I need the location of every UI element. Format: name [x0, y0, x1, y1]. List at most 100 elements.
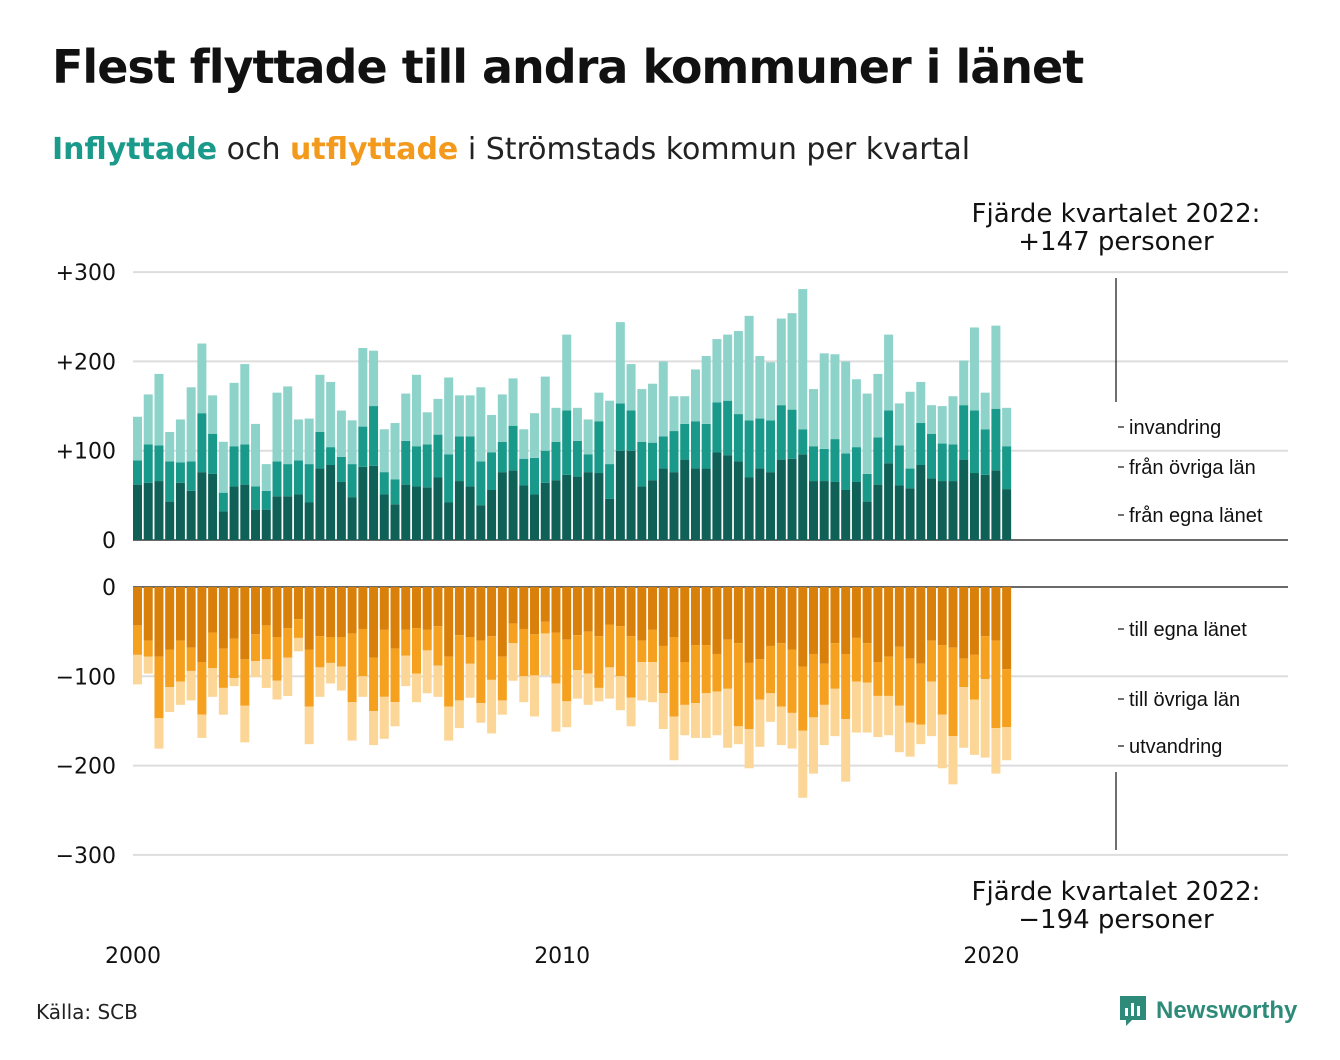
bar-in-0 — [658, 468, 668, 540]
bar-in-1 — [572, 440, 582, 477]
bar-in-2 — [744, 315, 754, 421]
bar-out-0 — [465, 587, 475, 638]
bar-in-1 — [841, 453, 851, 490]
bar-out-1 — [755, 659, 765, 700]
bar-out-1 — [991, 640, 1001, 729]
bar-in-1 — [562, 410, 572, 475]
bar-out-1 — [701, 645, 711, 694]
bar-in-2 — [272, 392, 282, 462]
bar-in-2 — [991, 325, 1001, 409]
bar-in-2 — [358, 348, 368, 427]
bar-out-1 — [733, 643, 743, 727]
bar-out-1 — [454, 635, 464, 701]
bar-in-2 — [808, 389, 818, 447]
bar-in-0 — [873, 484, 883, 540]
bar-out-2 — [358, 676, 368, 697]
bar-in-1 — [680, 423, 690, 460]
bar-in-2 — [776, 318, 786, 406]
bar-out-1 — [1002, 669, 1012, 728]
bar-in-2 — [884, 334, 894, 411]
bar-out-2 — [873, 695, 883, 738]
bar-out-1 — [283, 628, 293, 658]
bar-out-2 — [798, 730, 808, 798]
bar-in-2 — [583, 419, 593, 455]
bar-out-1 — [723, 639, 733, 689]
bar-in-0 — [530, 494, 540, 540]
bar-out-0 — [165, 587, 175, 650]
bar-in-0 — [948, 481, 958, 540]
bar-in-2 — [530, 413, 540, 458]
bar-out-2 — [218, 687, 228, 715]
bar-out-0 — [841, 587, 851, 654]
bar-out-0 — [347, 587, 357, 634]
bar-in-0 — [465, 486, 475, 540]
bar-out-1 — [390, 648, 400, 703]
bar-out-0 — [562, 587, 572, 640]
bar-in-0 — [787, 458, 797, 540]
bar-in-1 — [336, 456, 346, 482]
x-tick-label: 2020 — [963, 944, 1019, 969]
bar-out-0 — [787, 587, 797, 650]
bar-in-2 — [218, 441, 228, 493]
bar-in-1 — [251, 486, 261, 510]
bar-in-2 — [927, 405, 937, 434]
bar-in-2 — [293, 419, 303, 461]
bar-in-2 — [251, 423, 261, 487]
bar-in-0 — [701, 468, 711, 540]
bar-out-0 — [583, 587, 593, 632]
bar-out-0 — [690, 587, 700, 646]
bar-out-0 — [669, 587, 679, 638]
bar-in-2 — [133, 416, 142, 461]
bar-out-1 — [658, 645, 668, 694]
bar-out-1 — [562, 639, 572, 702]
bar-in-1 — [197, 413, 207, 473]
bar-out-1 — [851, 637, 861, 682]
bar-out-2 — [712, 691, 722, 736]
bar-in-2 — [476, 387, 486, 462]
bar-in-1 — [315, 431, 325, 469]
bar-in-0 — [422, 487, 432, 540]
bar-out-1 — [980, 636, 990, 679]
bar-out-0 — [733, 587, 743, 644]
bar-out-0 — [326, 587, 336, 638]
bar-out-0 — [808, 587, 818, 654]
bar-in-2 — [894, 403, 904, 446]
bar-out-1 — [433, 626, 443, 666]
bar-in-2 — [208, 395, 218, 434]
bar-out-0 — [605, 587, 615, 625]
bar-in-2 — [766, 362, 776, 421]
bar-in-0 — [133, 484, 142, 540]
bar-out-2 — [830, 688, 840, 737]
bar-out-2 — [583, 673, 593, 705]
bar-in-2 — [229, 382, 239, 447]
bar-in-2 — [444, 377, 454, 455]
bar-in-1 — [819, 448, 829, 482]
bar-in-0 — [894, 485, 904, 540]
bar-out-2 — [369, 711, 379, 746]
subtitle-rest: i Strömstads kommun per kvartal — [467, 132, 971, 167]
bar-out-2 — [562, 701, 572, 728]
series-label: från övriga län — [1129, 457, 1256, 479]
bar-out-0 — [208, 587, 218, 633]
bar-out-1 — [208, 632, 218, 669]
bar-out-2 — [175, 681, 185, 705]
bar-in-0 — [648, 480, 658, 540]
bar-out-0 — [519, 587, 529, 629]
annotations: Fjärde kvartalet 2022: +147 personer Fjä… — [972, 199, 1261, 935]
bar-in-2 — [487, 414, 497, 453]
bar-out-0 — [175, 587, 185, 641]
bar-in-2 — [369, 350, 379, 407]
bar-in-0 — [401, 484, 411, 540]
bar-in-2 — [197, 343, 207, 414]
bar-in-1 — [583, 454, 593, 473]
bar-out-0 — [540, 587, 550, 622]
bar-in-0 — [712, 452, 722, 540]
bar-in-0 — [572, 476, 582, 540]
bar-in-1 — [401, 440, 411, 485]
bar-out-2 — [626, 697, 636, 727]
bar-out-2 — [862, 682, 872, 733]
bar-in-0 — [551, 480, 561, 540]
bar-in-2 — [283, 386, 293, 465]
bar-out-0 — [229, 587, 239, 639]
